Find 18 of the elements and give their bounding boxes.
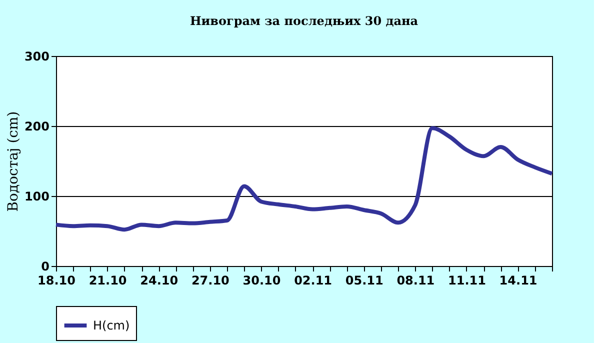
legend-label: H(cm): [93, 318, 130, 332]
x-tick-label: 11.11: [448, 274, 486, 288]
x-tick-label: 05.11: [345, 274, 384, 288]
y-axis-title: Водостај (cm): [5, 111, 22, 212]
y-tick-label: 0: [41, 260, 50, 274]
y-tick-label: 100: [24, 190, 50, 204]
x-tick-label: 02.11: [294, 274, 332, 288]
x-tick-label: 27.10: [191, 274, 230, 288]
y-tick-label: 200: [24, 120, 50, 134]
chart-title: Нивограм за последњих 30 дана: [190, 14, 418, 28]
y-tick-label: 300: [24, 50, 50, 64]
x-tick-label: 21.10: [88, 274, 127, 288]
x-tick-label: 24.10: [140, 274, 178, 288]
x-tick-label: 14.11: [499, 274, 538, 288]
line-series: [54, 126, 554, 232]
x-tick-label: 30.10: [242, 274, 281, 288]
x-tick-label: 08.11: [396, 274, 435, 288]
x-tick-label: 18.10: [38, 274, 76, 288]
